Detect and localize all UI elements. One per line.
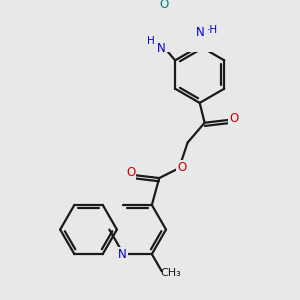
Text: N: N <box>157 42 165 55</box>
Text: O: O <box>229 112 238 125</box>
Text: N: N <box>196 26 205 38</box>
Text: ·H: ·H <box>207 25 218 35</box>
Text: O: O <box>177 161 187 174</box>
Text: N: N <box>118 248 127 261</box>
Text: CH₃: CH₃ <box>161 268 182 278</box>
Text: O: O <box>126 166 135 179</box>
Text: O: O <box>159 0 169 11</box>
Text: H: H <box>147 36 155 46</box>
